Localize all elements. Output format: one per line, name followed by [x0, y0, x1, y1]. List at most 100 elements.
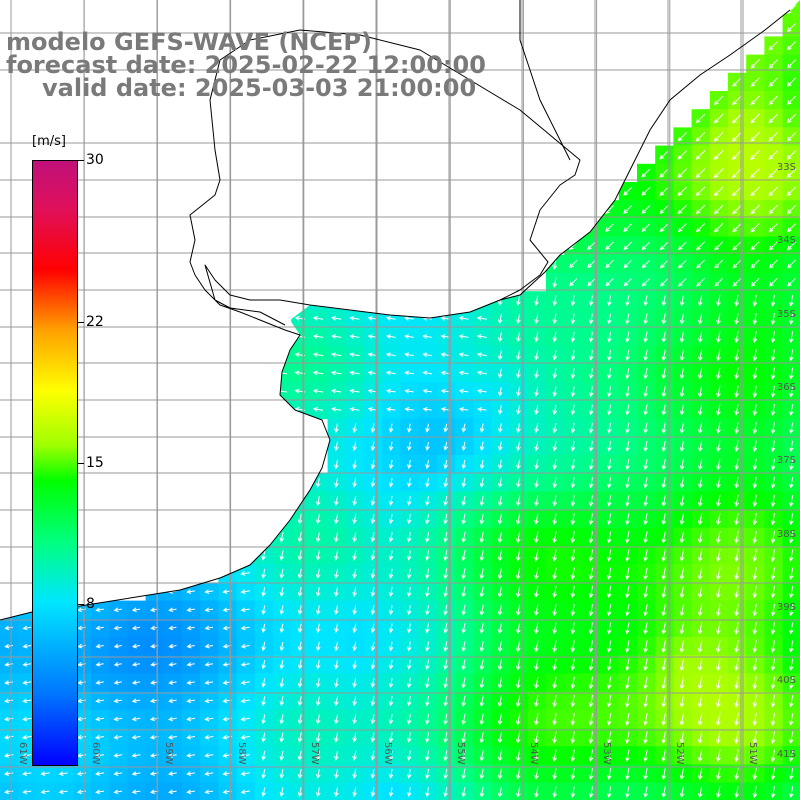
wind-arrow: [516, 441, 521, 452]
wind-arrow: [752, 476, 758, 489]
wind-arrow: [570, 676, 576, 690]
wind-arrow: [713, 131, 724, 142]
wind-arrow: [425, 623, 430, 634]
wind-arrow: [697, 694, 703, 708]
wind-arrow: [279, 696, 285, 707]
wind-arrow: [388, 659, 394, 670]
wind-arrow: [570, 477, 576, 489]
wind-arrow: [570, 441, 576, 452]
wind-arrow: [643, 604, 648, 617]
wind-arrow: [204, 789, 214, 795]
wind-arrow: [625, 404, 630, 416]
wind-arrow: [734, 367, 739, 380]
wind-arrow: [425, 550, 430, 561]
wind-arrow: [385, 352, 396, 358]
wind-arrow: [752, 622, 758, 635]
wind-arrow: [679, 767, 685, 781]
wind-arrow: [734, 313, 739, 325]
wind-arrow: [388, 496, 394, 506]
wind-arrow: [752, 567, 758, 581]
wind-arrow: [534, 386, 539, 397]
wind-arrow: [425, 568, 430, 580]
wind-arrow: [716, 585, 721, 599]
wind-arrow: [734, 494, 739, 508]
wind-arrow: [461, 531, 467, 543]
wind-arrow: [461, 768, 467, 780]
wind-arrow: [588, 295, 594, 307]
wind-arrow: [316, 641, 321, 652]
wind-arrow: [534, 713, 539, 726]
wind-arrow: [4, 643, 13, 649]
wind-arrow: [406, 677, 412, 689]
wind-arrow: [552, 368, 558, 379]
wind-arrow: [569, 278, 578, 287]
wind-arrow: [734, 349, 739, 362]
wind-arrow: [716, 440, 721, 453]
wind-arrow: [752, 694, 758, 708]
wind-arrow: [607, 386, 612, 398]
longitude-label: 55W: [455, 742, 466, 765]
wind-arrow: [279, 587, 285, 597]
wind-arrow: [643, 367, 649, 380]
wind-arrow: [552, 749, 557, 762]
wind-arrow: [113, 662, 122, 667]
wind-arrow: [461, 731, 467, 744]
wind-arrow: [789, 422, 794, 434]
wind-arrow: [788, 567, 794, 580]
wind-arrow: [534, 749, 539, 762]
wind-arrow: [643, 749, 648, 762]
wind-arrow: [404, 407, 414, 412]
wind-arrow: [406, 714, 412, 725]
wind-arrow: [643, 549, 648, 562]
wind-arrow: [497, 531, 503, 544]
wind-arrow: [716, 786, 721, 799]
wind-arrow: [586, 223, 596, 233]
wind-arrow: [479, 495, 485, 507]
wind-arrow: [22, 625, 32, 631]
wind-arrow: [697, 513, 703, 526]
wind-arrow: [204, 662, 214, 667]
wind-arrow: [770, 549, 776, 562]
wind-arrow: [770, 513, 776, 526]
wind-arrow: [661, 513, 667, 526]
wind-arrow: [605, 223, 614, 233]
wind-arrow: [534, 658, 539, 671]
wind-arrow: [22, 734, 32, 740]
wind-arrow: [697, 749, 703, 763]
wind-arrow: [458, 407, 469, 412]
wind-arrow: [625, 313, 630, 325]
wind-arrow: [276, 352, 287, 357]
wind-arrow: [607, 422, 612, 434]
wind-arrow: [516, 477, 521, 489]
wind-arrow: [534, 622, 539, 635]
wind-arrow: [659, 278, 669, 287]
wind-arrow: [186, 625, 195, 631]
wind-arrow: [352, 477, 357, 488]
wind-arrow: [425, 750, 430, 762]
wind-arrow: [297, 514, 303, 525]
wind-arrow: [698, 404, 703, 416]
wind-arrow: [552, 622, 557, 635]
wind-arrow: [388, 459, 394, 470]
wind-arrow: [516, 768, 521, 780]
wind-arrow: [570, 422, 576, 434]
wind-arrow: [750, 259, 760, 269]
wind-arrow: [461, 459, 467, 470]
wind-arrow: [443, 787, 448, 798]
wind-arrow: [752, 640, 758, 653]
wind-arrow: [479, 586, 485, 598]
wind-arrow: [570, 567, 576, 580]
wind-arrow: [4, 789, 14, 795]
wind-arrow: [552, 567, 557, 580]
wind-arrow: [607, 495, 612, 507]
wind-arrow: [698, 476, 703, 489]
wind-arrow: [315, 750, 321, 761]
wind-arrow: [22, 662, 32, 667]
wind-arrow: [661, 404, 667, 416]
wind-arrow: [750, 131, 761, 142]
wind-arrow: [370, 714, 376, 725]
wind-arrow: [315, 477, 321, 488]
wind-arrow: [625, 386, 630, 398]
wind-arrow: [407, 787, 412, 798]
